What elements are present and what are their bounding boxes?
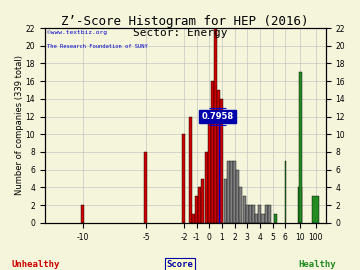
Title: Z’-Score Histogram for HEP (2016): Z’-Score Histogram for HEP (2016) [62, 15, 309, 28]
Bar [298, 187, 302, 223]
Bar [204, 152, 208, 223]
Bar [189, 117, 192, 223]
Y-axis label: Number of companies (339 total): Number of companies (339 total) [15, 55, 24, 195]
Bar [243, 196, 246, 223]
Bar [268, 205, 271, 223]
Bar [265, 205, 268, 223]
Text: The Research Foundation of SUNY: The Research Foundation of SUNY [47, 44, 148, 49]
Bar [211, 81, 214, 223]
Bar [312, 196, 319, 223]
Text: 0.7958: 0.7958 [201, 112, 234, 121]
Bar [298, 72, 302, 223]
Bar [144, 152, 148, 223]
Bar [230, 161, 233, 223]
Text: Healthy: Healthy [298, 260, 336, 269]
Bar [255, 214, 258, 223]
Bar [217, 90, 220, 223]
Bar [246, 205, 249, 223]
Bar [198, 187, 201, 223]
Bar [233, 161, 236, 223]
Bar [258, 205, 261, 223]
Bar [227, 161, 230, 223]
Text: Unhealthy: Unhealthy [12, 260, 60, 269]
Text: ©www.textbiz.org: ©www.textbiz.org [47, 30, 107, 35]
Bar [201, 178, 204, 223]
Bar [195, 196, 198, 223]
Bar [183, 134, 185, 223]
Bar [236, 170, 239, 223]
Bar [192, 214, 195, 223]
Bar [274, 214, 277, 223]
Bar [214, 28, 217, 223]
Bar [81, 205, 84, 223]
Bar [224, 178, 226, 223]
Bar [261, 214, 265, 223]
Text: Sector: Energy: Sector: Energy [133, 28, 227, 38]
Bar [249, 205, 252, 223]
Bar [220, 99, 224, 223]
Bar [252, 205, 255, 223]
Bar [208, 117, 211, 223]
Text: Score: Score [167, 260, 193, 269]
Bar [239, 187, 242, 223]
